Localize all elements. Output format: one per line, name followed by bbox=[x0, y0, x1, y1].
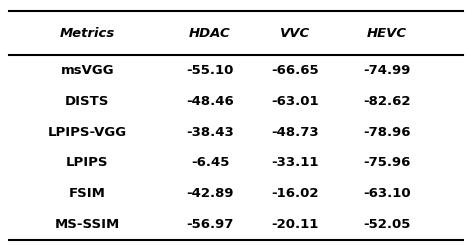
Text: -48.46: -48.46 bbox=[186, 95, 234, 108]
Text: -48.73: -48.73 bbox=[271, 126, 319, 139]
Text: -63.01: -63.01 bbox=[271, 95, 319, 108]
Text: -74.99: -74.99 bbox=[363, 64, 411, 77]
Text: -38.43: -38.43 bbox=[186, 126, 234, 139]
Text: Metrics: Metrics bbox=[59, 27, 115, 40]
Text: LPIPS-VGG: LPIPS-VGG bbox=[48, 126, 127, 139]
Text: -63.10: -63.10 bbox=[363, 187, 411, 200]
Text: DISTS: DISTS bbox=[65, 95, 110, 108]
Text: -75.96: -75.96 bbox=[363, 156, 411, 169]
Text: -82.62: -82.62 bbox=[363, 95, 411, 108]
Text: -56.97: -56.97 bbox=[186, 218, 234, 231]
Text: -6.45: -6.45 bbox=[191, 156, 229, 169]
Text: -78.96: -78.96 bbox=[363, 126, 411, 139]
Text: -33.11: -33.11 bbox=[271, 156, 319, 169]
Text: FSIM: FSIM bbox=[69, 187, 106, 200]
Text: -52.05: -52.05 bbox=[363, 218, 411, 231]
Text: MS-SSIM: MS-SSIM bbox=[55, 218, 120, 231]
Text: -16.02: -16.02 bbox=[271, 187, 319, 200]
Text: HEVC: HEVC bbox=[367, 27, 407, 40]
Text: -66.65: -66.65 bbox=[271, 64, 319, 77]
Text: VVC: VVC bbox=[280, 27, 310, 40]
Text: LPIPS: LPIPS bbox=[66, 156, 109, 169]
Text: -20.11: -20.11 bbox=[271, 218, 319, 231]
Text: -55.10: -55.10 bbox=[186, 64, 234, 77]
Text: HDAC: HDAC bbox=[189, 27, 231, 40]
Text: msVGG: msVGG bbox=[60, 64, 114, 77]
Text: -42.89: -42.89 bbox=[186, 187, 234, 200]
